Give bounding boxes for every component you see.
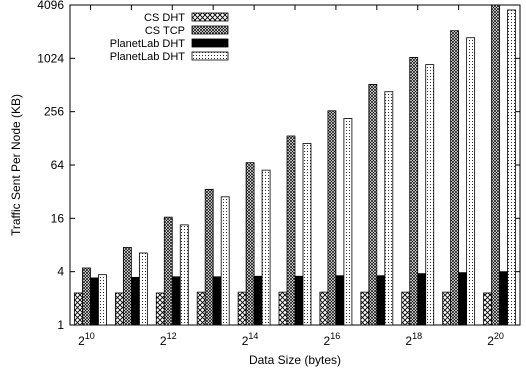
x-tick-label: 220 <box>487 331 504 348</box>
bar-planetlab-dht-4 <box>220 196 230 326</box>
bar-cs-tcp-2 <box>286 135 296 326</box>
y-tick-label: 1 <box>57 318 64 332</box>
legend-swatch <box>191 38 229 48</box>
bar-planetlab-dht-3 <box>212 276 222 326</box>
legend-swatch <box>191 25 229 35</box>
bar-planetlab-dht-3 <box>458 272 468 326</box>
x-tick-label: 210 <box>78 331 95 348</box>
bar-cs-dht-1 <box>360 291 370 326</box>
bar-planetlab-dht-3 <box>335 275 345 326</box>
bar-planetlab-dht-4 <box>425 64 435 326</box>
bar-planetlab-dht-3 <box>171 276 181 326</box>
legend-label: PlanetLab DHT <box>110 38 185 50</box>
y-tick-label: 1024 <box>37 51 64 65</box>
bar-planetlab-dht-4 <box>343 117 353 326</box>
bar-planetlab-dht-3 <box>90 277 99 326</box>
bar-planetlab-dht-3 <box>417 273 427 326</box>
bar-planetlab-dht-3 <box>130 276 140 326</box>
x-axis-label: Data Size (bytes) <box>249 353 341 367</box>
y-tick-label: 16 <box>51 211 65 225</box>
bar-cs-tcp-2 <box>491 4 500 326</box>
bar-cs-dht-1 <box>483 292 492 326</box>
legend-label: CS DHT <box>144 12 185 24</box>
bar-planetlab-dht-4 <box>138 252 148 326</box>
bar-cs-tcp-2 <box>409 56 419 326</box>
bar-cs-dht-1 <box>442 291 452 326</box>
bar-planetlab-dht-4 <box>507 9 516 326</box>
y-tick-label: 64 <box>51 158 65 172</box>
bar-planetlab-dht-4 <box>261 169 271 326</box>
x-tick-label: 214 <box>242 331 259 348</box>
bar-cs-dht-1 <box>74 292 83 326</box>
bar-planetlab-dht-4 <box>466 37 476 326</box>
bar-cs-tcp-2 <box>368 84 378 326</box>
legend-swatch <box>191 51 229 61</box>
x-tick-label: 218 <box>405 331 422 348</box>
bar-cs-tcp-2 <box>163 216 173 326</box>
bar-planetlab-dht-4 <box>179 224 189 326</box>
x-tick-label: 216 <box>324 331 341 348</box>
legend-label: CS TCP <box>145 25 185 37</box>
bar-cs-tcp-2 <box>450 30 460 326</box>
bar-cs-tcp-2 <box>82 267 91 326</box>
bar-cs-dht-1 <box>237 291 247 326</box>
bar-cs-tcp-2 <box>122 247 132 326</box>
bar-planetlab-dht-4 <box>98 274 107 326</box>
legend-swatch <box>191 12 229 22</box>
bar-cs-dht-1 <box>114 292 124 326</box>
bar-planetlab-dht-3 <box>499 271 508 326</box>
bar-cs-dht-1 <box>401 291 411 326</box>
bar-planetlab-dht-4 <box>302 143 312 326</box>
y-axis: 1 4 16 64 256 1024 4096 <box>37 0 520 332</box>
y-axis-label: Traffic Sent Per Node (KB) <box>9 94 23 236</box>
bar-cs-tcp-2 <box>204 188 214 326</box>
bar-planetlab-dht-3 <box>376 275 386 326</box>
bar-cs-tcp-2 <box>245 162 255 326</box>
y-tick-label: 4 <box>57 265 64 279</box>
legend-label: PlanetLab DHT <box>110 51 185 63</box>
bar-cs-tcp-2 <box>327 110 337 326</box>
bar-cs-dht-1 <box>196 291 206 326</box>
bar-cs-dht-1 <box>155 292 165 326</box>
bar-cs-dht-1 <box>319 291 329 326</box>
x-tick-label: 212 <box>160 331 177 348</box>
bar-planetlab-dht-3 <box>294 275 304 326</box>
y-tick-label: 256 <box>44 105 64 119</box>
y-tick-label: 4096 <box>37 0 64 12</box>
bars <box>74 4 516 326</box>
bar-cs-dht-1 <box>278 291 288 326</box>
bar-planetlab-dht-4 <box>384 91 394 326</box>
bar-planetlab-dht-3 <box>253 275 263 326</box>
